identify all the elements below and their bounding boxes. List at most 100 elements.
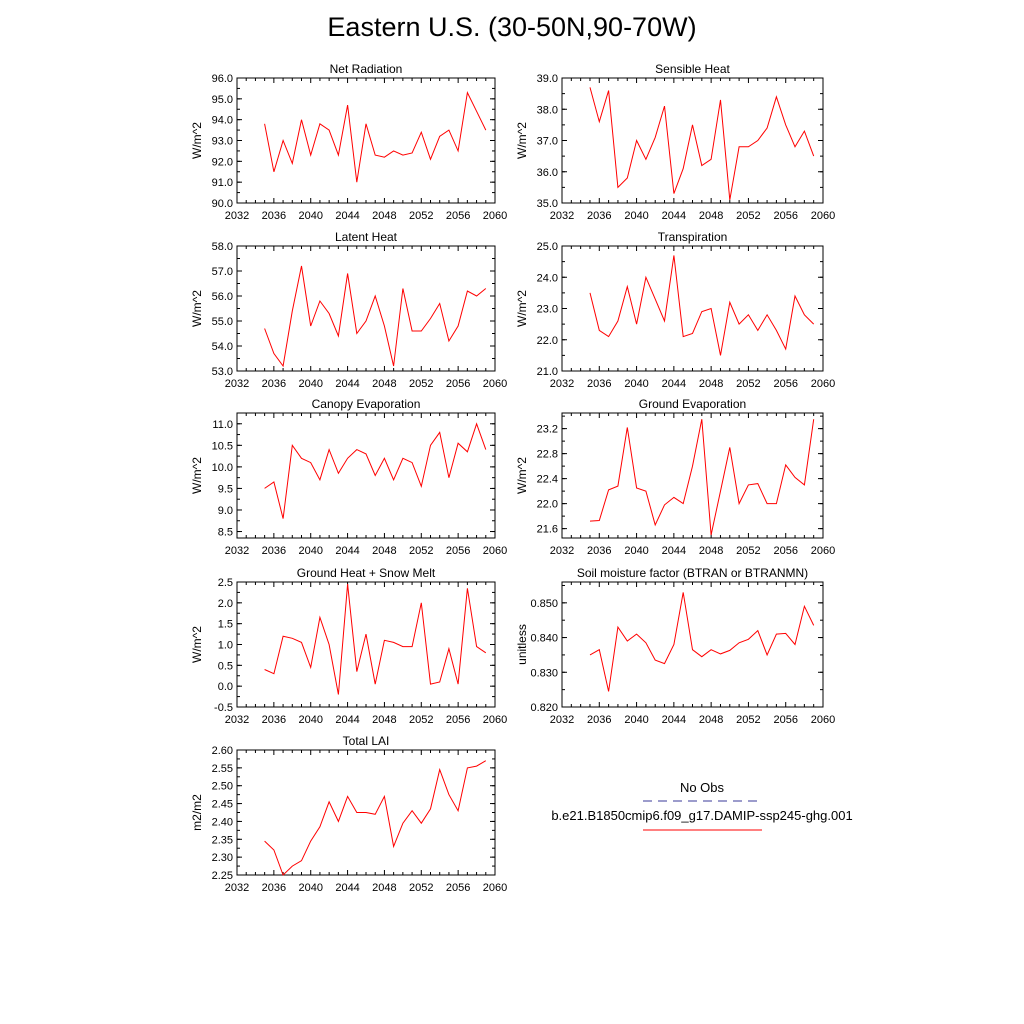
figure-title: Eastern U.S. (30-50N,90-70W) <box>327 12 697 42</box>
y-tick-label: 2.50 <box>212 781 233 793</box>
x-tick-label: 2048 <box>699 545 723 557</box>
x-tick-label: 2044 <box>662 378 686 390</box>
y-tick-label: 2.40 <box>212 816 233 828</box>
legend: No Obs b.e21.B1850cmip6.f09_g17.DAMIP-ssp… <box>551 780 853 831</box>
y-tick-label: 56.0 <box>212 291 233 303</box>
y-tick-label: 0.5 <box>218 660 233 672</box>
y-axis-label: W/m^2 <box>190 122 204 159</box>
panel-1: Net Radiation W/m^2 2032 2036 2040 2044 2048 20… <box>190 62 507 222</box>
y-tick-label: 2.45 <box>212 799 233 811</box>
y-tick-label: 2.60 <box>212 745 233 757</box>
panel-title: Sensible Heat <box>655 62 730 76</box>
x-tick-label: 2036 <box>262 378 286 390</box>
y-tick-label: 38.0 <box>537 104 558 116</box>
plot-frame <box>236 412 496 539</box>
x-tick-label: 2040 <box>624 545 648 557</box>
x-tick-label: 2052 <box>409 378 433 390</box>
x-tick-label: 2040 <box>624 714 648 726</box>
y-tick-label: 35.0 <box>537 198 558 210</box>
y-tick-label: 93.0 <box>212 136 233 148</box>
y-tick-label: 22.0 <box>537 499 558 511</box>
panel-6: Ground Evaporation W/m^2 2032 2036 2040 2044 2… <box>515 397 835 557</box>
x-tick-label: 2048 <box>372 378 396 390</box>
y-tick-label: 53.0 <box>212 366 233 378</box>
y-tick-label: 39.0 <box>537 73 558 85</box>
panel-4: Transpiration W/m^2 2032 2036 2040 2044 2048 20… <box>515 230 835 390</box>
x-tick-label: 2032 <box>550 210 574 222</box>
y-tick-label: 9.5 <box>218 483 233 495</box>
x-tick-label: 2036 <box>587 545 611 557</box>
y-tick-label: 23.2 <box>537 424 558 436</box>
y-tick-label: 22.8 <box>537 449 558 461</box>
y-tick-label: 0.840 <box>530 633 558 645</box>
y-tick-label: 2.35 <box>212 834 233 846</box>
x-tick-label: 2060 <box>483 378 507 390</box>
x-tick-label: 2040 <box>298 210 322 222</box>
x-tick-label: 2040 <box>298 545 322 557</box>
y-tick-label: 21.0 <box>537 366 558 378</box>
panel-title: Total LAI <box>343 734 390 748</box>
panel-3: Latent Heat W/m^2 2032 2036 2040 2044 2048 2052… <box>190 230 507 390</box>
x-tick-label: 2032 <box>225 714 249 726</box>
plot-frame <box>236 77 496 204</box>
x-tick-label: 2052 <box>409 210 433 222</box>
y-tick-label: 2.25 <box>212 870 233 882</box>
y-tick-label: 96.0 <box>212 73 233 85</box>
x-tick-label: 2036 <box>587 210 611 222</box>
plot-frame <box>561 581 824 708</box>
x-tick-label: 2056 <box>773 714 797 726</box>
y-tick-label: 11.0 <box>212 419 233 431</box>
x-tick-label: 2056 <box>446 210 470 222</box>
panel-title: Transpiration <box>658 230 728 244</box>
panel-title: Net Radiation <box>330 62 403 76</box>
x-tick-label: 2060 <box>811 210 835 222</box>
x-tick-label: 2032 <box>225 210 249 222</box>
x-tick-label: 2052 <box>736 714 760 726</box>
y-tick-label: 0.0 <box>218 681 233 693</box>
y-axis-label: W/m^2 <box>190 626 204 663</box>
x-tick-label: 2052 <box>409 545 433 557</box>
y-axis-label: W/m^2 <box>190 457 204 494</box>
legend-label-model-run: b.e21.B1850cmip6.f09_g17.DAMIP-ssp245-gh… <box>551 808 852 823</box>
x-tick-label: 2036 <box>262 882 286 894</box>
y-tick-label: 25.0 <box>537 241 558 253</box>
x-tick-label: 2060 <box>483 882 507 894</box>
y-tick-label: 0.830 <box>530 667 558 679</box>
panel-8: Soil moisture factor (BTRAN or BTRANMN) u… <box>515 566 835 726</box>
x-tick-label: 2040 <box>298 378 322 390</box>
x-tick-label: 2044 <box>662 210 686 222</box>
x-tick-label: 2056 <box>773 210 797 222</box>
x-tick-label: 2052 <box>409 714 433 726</box>
y-axis-label: W/m^2 <box>515 457 529 494</box>
y-tick-label: 22.0 <box>537 335 558 347</box>
x-tick-label: 2036 <box>587 378 611 390</box>
panel-title: Soil moisture factor (BTRAN or BTRANMN) <box>577 566 808 580</box>
x-tick-label: 2056 <box>446 714 470 726</box>
y-tick-label: 2.55 <box>212 763 233 775</box>
y-tick-label: 36.0 <box>537 167 558 179</box>
x-tick-label: 2032 <box>550 714 574 726</box>
x-tick-label: 2060 <box>483 210 507 222</box>
panel-5: Canopy Evaporation W/m^2 2032 2036 2040 2044 2… <box>190 397 507 557</box>
y-tick-label: 23.0 <box>537 304 558 316</box>
y-tick-label: 54.0 <box>212 341 233 353</box>
x-tick-label: 2044 <box>335 714 359 726</box>
x-tick-label: 2036 <box>262 714 286 726</box>
y-tick-label: 90.0 <box>212 198 233 210</box>
x-tick-label: 2056 <box>446 882 470 894</box>
y-tick-label: 57.0 <box>212 266 233 278</box>
x-tick-label: 2052 <box>736 378 760 390</box>
x-tick-label: 2044 <box>335 210 359 222</box>
x-tick-label: 2032 <box>225 882 249 894</box>
y-tick-label: 94.0 <box>212 115 233 127</box>
y-axis-label: unitless <box>515 624 529 665</box>
series-line <box>589 419 815 536</box>
y-tick-label: 37.0 <box>537 136 558 148</box>
y-tick-label: 24.0 <box>537 272 558 284</box>
x-tick-label: 2040 <box>298 882 322 894</box>
x-tick-label: 2052 <box>736 545 760 557</box>
y-tick-label: -0.5 <box>214 702 233 714</box>
x-tick-label: 2036 <box>262 545 286 557</box>
y-axis-label: W/m^2 <box>515 122 529 159</box>
